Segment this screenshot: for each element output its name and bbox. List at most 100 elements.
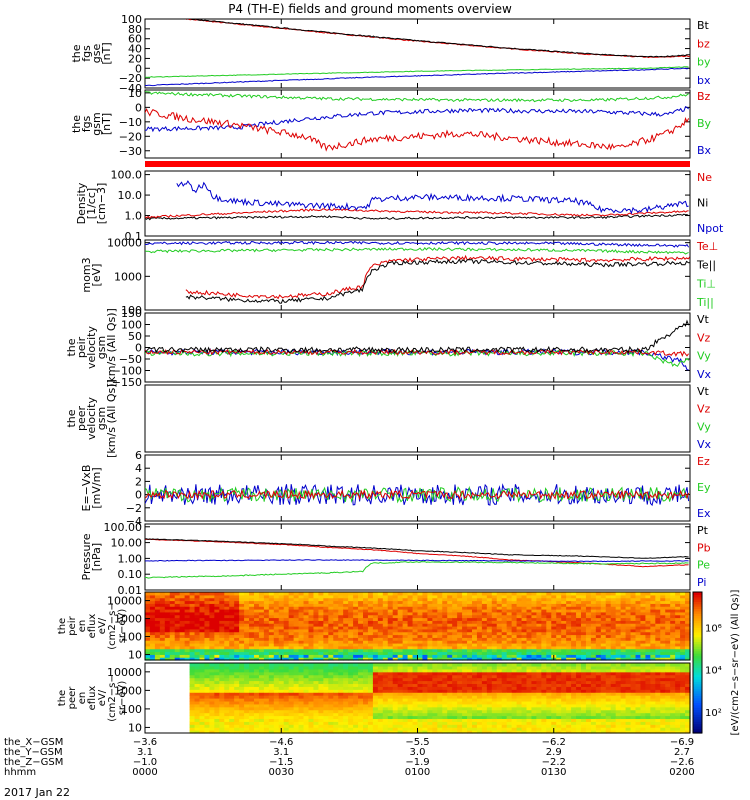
spectrogram-cell [511,657,518,661]
spectrogram-cell [546,715,552,720]
spectrogram-cell [254,712,260,717]
spectrogram-cell [506,686,513,690]
spectrogram-cell [268,611,275,616]
spectrogram-cell [581,674,587,679]
spectrogram-cell [442,617,448,621]
spectrogram-cell [402,715,409,720]
spectrogram-cell [363,663,369,667]
spectrogram-cell [278,703,285,708]
spectrogram-cell [561,724,567,728]
spectrogram-cell [343,628,349,633]
spectrogram-cell [273,617,280,621]
spectrogram-cell [402,634,409,638]
spectrogram-cell [263,645,270,650]
spectrogram-cell [442,724,448,728]
spectrogram-cell [293,677,300,682]
spectrogram-cell [496,611,503,616]
spectrogram-cell [268,695,275,699]
spectrogram-cell [308,626,315,630]
spectrogram-cell [437,715,443,720]
y-tick-label: 40 [128,43,142,56]
spectrogram-cell [189,663,196,667]
spectrogram-cell [571,620,577,624]
spectrogram-cell [412,721,419,725]
spectrogram-cell [189,626,196,630]
spectrogram-cell [452,671,458,676]
series-Npot [176,180,689,215]
spectrogram-cell [283,603,290,607]
spectrogram-cell [417,703,424,708]
spectrogram-cell [551,626,557,630]
spectrogram-cell [145,617,151,621]
spectrogram-cell [254,668,260,673]
spectrogram-cell [149,631,156,636]
spectrogram-cell [239,631,245,636]
spectrogram-cell [452,674,458,679]
spectrogram-cell [204,623,210,627]
spectrogram-cell [447,712,453,717]
spectrogram-cell [501,620,508,624]
spectrogram-cell [194,634,201,638]
spectrogram-cell [566,645,572,650]
spectrogram-cell [377,600,384,604]
spectrogram-cell [239,700,245,705]
spectrogram-cell [204,686,210,690]
spectrogram-cell [521,671,528,676]
spectrogram-cell [571,668,577,673]
spectrogram-cell [308,671,315,676]
spectrogram-cell [476,611,483,616]
spectrogram-cell [358,603,364,607]
spectrogram-cell [318,715,324,720]
spectrogram-cell [427,712,433,717]
spectrogram-cell [145,626,151,630]
spectrogram-cell [665,631,671,636]
spectrogram-cell [412,712,419,717]
spectrogram-cell [645,592,651,596]
spectrogram-cell [179,645,186,650]
spectrogram-cell [595,631,602,636]
spectrogram-cell [506,623,513,627]
spectrogram-cell [481,651,488,655]
spectrogram-cell [258,643,265,647]
spectrogram-cell [258,640,265,644]
spectrogram-cell [263,692,270,696]
spectrogram-cell [476,628,483,633]
spectrogram-cell [526,634,533,638]
spectrogram-cell [367,695,374,699]
spectrogram-cell [536,654,542,658]
spectrogram-cell [521,724,528,728]
spectrogram-cell [382,640,389,644]
spectrogram-cell [303,651,310,655]
spectrogram-cell [219,715,225,720]
spectrogram-cell [363,637,369,641]
spectrogram-cell [298,654,305,658]
spectrogram-cell [442,623,448,627]
spectrogram-cell [417,700,424,705]
spectrogram-cell [412,665,419,670]
spectrogram-cell [590,634,597,638]
spectrogram-cell [382,692,389,696]
spectrogram-cell [308,648,315,653]
spectrogram-cell [407,689,414,693]
spectrogram-cell [476,663,483,667]
spectrogram-cell [273,623,280,627]
spectrogram-cell [462,709,468,714]
spectrogram-cell [462,620,468,624]
spectrogram-cell [571,686,577,690]
spectrogram-cell [551,643,557,647]
spectrogram-cell [650,654,656,658]
spectrogram-cell [600,603,607,607]
spectrogram-cell [531,718,537,722]
legend-Vx: Vx [697,368,712,381]
spectrogram-cell [323,620,329,624]
spectrogram-cell [640,606,646,610]
spectrogram-cell [536,668,542,673]
spectrogram-cell [348,703,354,708]
spectrogram-cell [605,592,612,596]
spectrogram-cell [581,603,587,607]
spectrogram-cell [234,700,240,705]
spectrogram-cell [199,695,206,699]
spectrogram-cell [467,712,473,717]
spectrogram-cell [432,651,438,655]
spectrogram-cell [234,648,240,653]
